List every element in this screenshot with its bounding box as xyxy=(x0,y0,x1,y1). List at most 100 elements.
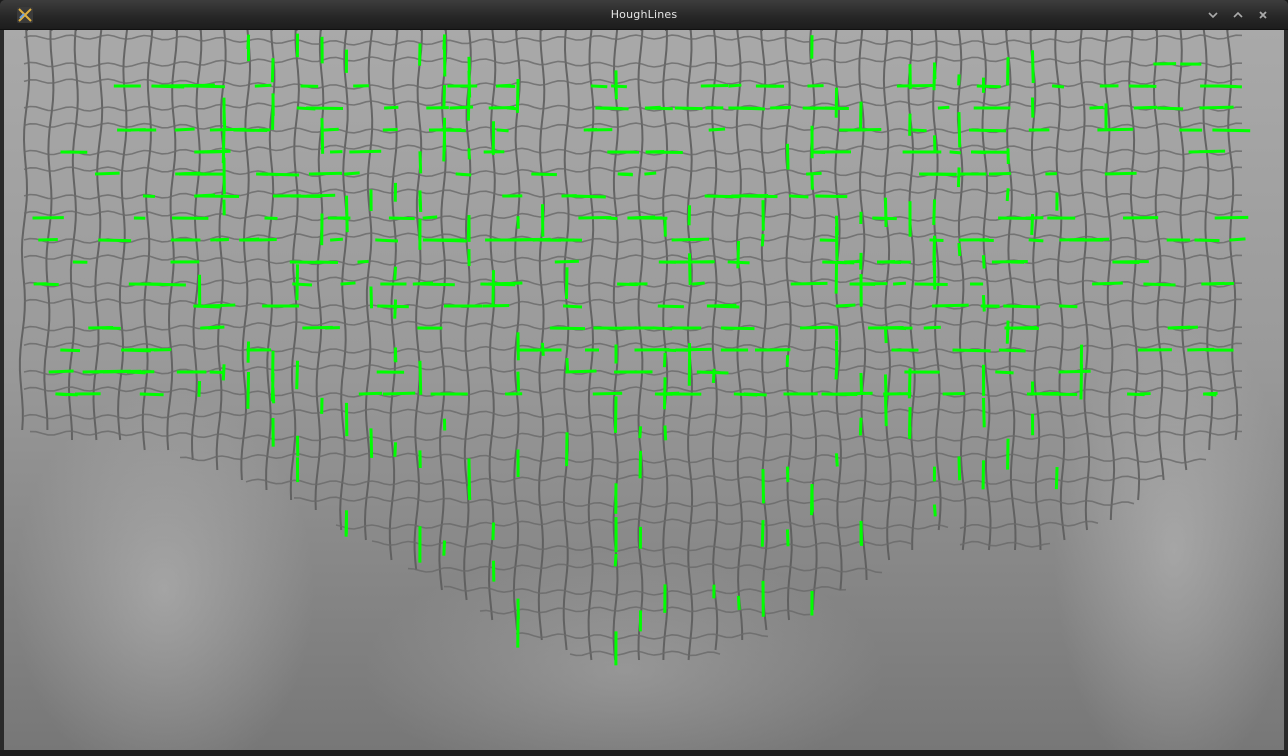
detected-line xyxy=(932,199,937,225)
detected-line xyxy=(254,83,272,88)
detected-lines xyxy=(32,33,1251,666)
detected-line xyxy=(506,106,519,111)
detected-line xyxy=(858,417,863,436)
detected-line xyxy=(706,303,737,308)
close-icon[interactable] xyxy=(1252,5,1274,25)
minimize-icon[interactable] xyxy=(1202,5,1224,25)
detected-line xyxy=(671,237,710,242)
detected-line xyxy=(221,128,226,164)
detected-line xyxy=(1199,105,1234,110)
detected-line xyxy=(733,392,758,397)
detected-line xyxy=(344,195,349,233)
net-strand xyxy=(1226,30,1239,441)
detected-line xyxy=(834,215,839,236)
detected-line xyxy=(1157,106,1184,111)
detected-line xyxy=(859,372,864,395)
net-strand xyxy=(23,188,1243,200)
detected-line xyxy=(442,34,447,50)
detected-line xyxy=(957,112,962,148)
detected-line xyxy=(998,348,1026,353)
detected-line xyxy=(393,299,398,319)
detected-line xyxy=(760,520,765,547)
detected-line xyxy=(194,193,216,198)
detected-line xyxy=(418,151,423,174)
detected-line xyxy=(393,266,398,281)
detected-line xyxy=(540,342,545,356)
net-strand xyxy=(1202,30,1214,451)
detected-line xyxy=(657,304,684,309)
net-strand xyxy=(537,30,546,641)
net-strand xyxy=(479,606,811,616)
net-strand xyxy=(240,30,252,481)
app-logo-icon[interactable] xyxy=(16,6,34,24)
detected-line xyxy=(377,304,409,309)
detected-line xyxy=(507,237,541,242)
net-strand xyxy=(637,30,644,661)
detected-line xyxy=(883,374,888,401)
detected-line xyxy=(516,371,521,392)
detected-line xyxy=(174,127,195,132)
detected-line xyxy=(942,391,965,396)
net-strand xyxy=(141,30,154,451)
detected-line xyxy=(727,260,750,265)
net-strand xyxy=(166,30,179,451)
detected-line xyxy=(329,237,344,242)
detected-line xyxy=(151,84,185,89)
detected-line xyxy=(1058,369,1091,374)
detected-line xyxy=(611,84,627,89)
detected-line xyxy=(790,281,828,286)
net-strand xyxy=(23,166,1243,178)
detected-line xyxy=(1201,281,1234,286)
net-strand xyxy=(245,474,1165,486)
detected-line xyxy=(565,369,597,374)
net-strand xyxy=(1128,30,1141,501)
net-strand xyxy=(371,540,1051,552)
detected-line xyxy=(949,150,961,155)
detected-line xyxy=(261,172,300,177)
haze-left xyxy=(14,390,314,750)
detected-line xyxy=(442,85,447,107)
detected-line xyxy=(295,360,300,390)
detected-line xyxy=(704,194,741,199)
net-strand xyxy=(23,100,1242,112)
detected-line xyxy=(563,304,583,309)
detected-line xyxy=(375,238,399,243)
detected-line xyxy=(1229,237,1246,242)
detected-line xyxy=(306,193,336,198)
net-strand xyxy=(1177,30,1189,471)
detected-line xyxy=(687,253,692,286)
detected-line xyxy=(883,197,888,228)
detected-line xyxy=(590,84,608,89)
detected-line xyxy=(420,282,455,287)
detected-line xyxy=(968,128,1007,133)
detected-line xyxy=(480,282,516,287)
detected-line xyxy=(617,282,638,287)
net-strand xyxy=(662,30,669,661)
net-strand xyxy=(760,30,768,631)
detected-line xyxy=(1203,391,1218,396)
net-strand xyxy=(487,30,497,621)
detected-line xyxy=(785,529,790,547)
detected-line xyxy=(349,149,382,154)
detected-line xyxy=(1089,105,1104,110)
detected-line xyxy=(323,127,339,132)
detected-line xyxy=(292,282,313,287)
detected-line xyxy=(1169,325,1198,330)
detected-line xyxy=(246,371,251,409)
net-strand xyxy=(23,56,1242,68)
detected-line xyxy=(1005,188,1010,202)
detected-line xyxy=(60,348,81,353)
detected-line xyxy=(295,264,300,301)
detected-line xyxy=(613,396,618,433)
detected-line xyxy=(384,105,399,110)
detected-line xyxy=(357,259,369,264)
detected-line xyxy=(1143,282,1176,287)
title-bar[interactable]: HoughLines xyxy=(0,0,1288,30)
net-strand xyxy=(23,34,1243,46)
detected-line xyxy=(549,326,586,331)
detected-line xyxy=(441,128,466,133)
detected-line xyxy=(1092,281,1123,286)
maximize-icon[interactable] xyxy=(1227,5,1249,25)
detected-line xyxy=(834,453,839,467)
